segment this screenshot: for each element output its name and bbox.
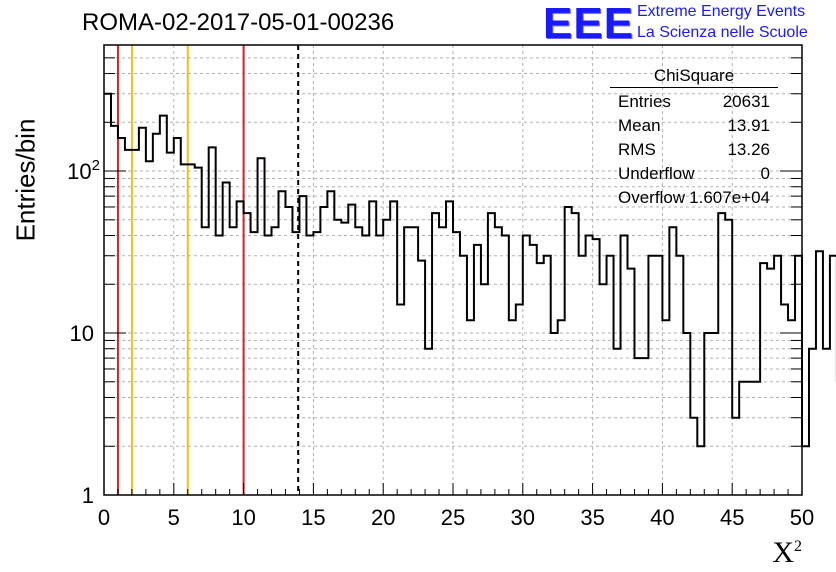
x-tick-label: 30 <box>511 505 535 530</box>
stats-row-rms: RMS 13.26 <box>610 138 778 162</box>
axis-ticks <box>103 44 803 496</box>
x-tick-label: 20 <box>371 505 395 530</box>
stats-header: ChiSquare <box>610 66 778 88</box>
x-axis-label-superscript: 2 <box>794 538 802 555</box>
x-tick-label: 40 <box>650 505 674 530</box>
x-tick-label: 5 <box>168 505 180 530</box>
x-tick-label: 0 <box>98 505 110 530</box>
eee-logo: EEE <box>543 0 635 48</box>
stats-label: Entries <box>618 92 671 111</box>
marker-lines <box>116 45 300 495</box>
logo-line-1: Extreme Energy Events <box>637 3 806 20</box>
y-tick-label: 102 <box>67 157 100 184</box>
stats-box: ChiSquare Entries 20631 Mean 13.91 RMS 13.2… <box>610 66 778 210</box>
stats-label: Underflow <box>618 164 695 183</box>
stats-value: 0 <box>760 164 770 183</box>
logo-line-2: La Scienza nelle Scuole <box>637 24 808 41</box>
stats-row-mean: Mean 13.91 <box>610 114 778 138</box>
stats-row-overflow: Overflow 1.607e+04 <box>610 186 778 210</box>
stats-value: 1.607e+04 <box>689 188 770 207</box>
stats-value: 13.91 <box>727 116 770 135</box>
x-axis-label-text: X <box>772 536 794 569</box>
x-axis-label: X2 <box>772 536 802 570</box>
chart-title: ROMA-02-2017-05-01-00236 <box>82 9 395 36</box>
y-tick-label: 10 <box>70 321 94 346</box>
x-tick-label: 50 <box>790 505 814 530</box>
stats-value: 13.26 <box>727 140 770 159</box>
stats-label: Mean <box>618 116 661 135</box>
x-tick-label: 25 <box>441 505 465 530</box>
stats-row-entries: Entries 20631 <box>610 90 778 114</box>
histogram-line <box>104 92 836 448</box>
stats-row-underflow: Underflow 0 <box>610 162 778 186</box>
x-tick-label: 35 <box>580 505 604 530</box>
x-tick-label: 45 <box>720 505 744 530</box>
stats-value: 20631 <box>722 92 770 111</box>
stats-label: Overflow <box>618 188 686 207</box>
histogram-series <box>104 92 836 448</box>
y-tick-label: 1 <box>82 483 94 508</box>
x-tick-label: 15 <box>301 505 325 530</box>
y-tick-label-exponent: 2 <box>92 157 100 174</box>
x-tick-label: 10 <box>231 505 255 530</box>
stats-label: RMS <box>618 140 656 159</box>
